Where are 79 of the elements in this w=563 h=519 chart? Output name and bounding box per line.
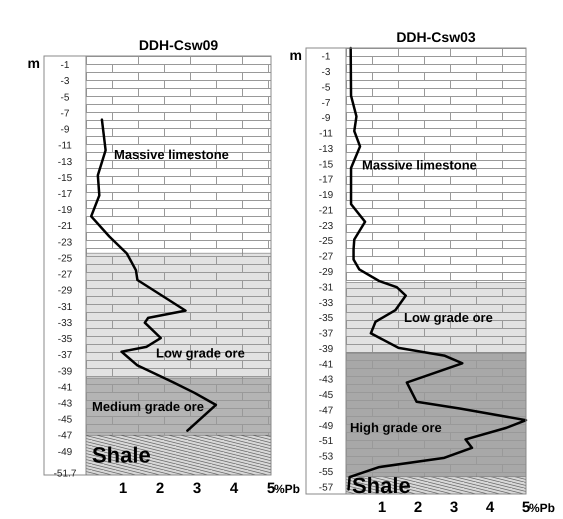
y-tick-label: -37: [318, 328, 334, 340]
band-label: Massive limestone: [114, 147, 229, 162]
y-tick-label: -17: [58, 188, 73, 200]
y-tick-label: -41: [58, 382, 73, 394]
y-tick-label: -19: [318, 190, 334, 202]
band-label: Shale: [92, 442, 151, 468]
y-tick-label: -47: [318, 405, 334, 416]
y-tick-label: -11: [319, 128, 334, 140]
y-tick-label: -41: [318, 359, 334, 370]
y-tick-label: -55: [318, 466, 334, 478]
x-tick-label: 2: [414, 499, 422, 516]
y-tick-label: -23: [58, 237, 73, 248]
y-tick-label: -47: [58, 430, 73, 442]
y-tick-label: -19: [58, 205, 73, 216]
y-axis-title: m: [28, 55, 40, 71]
y-axis-title: m: [290, 47, 302, 63]
y-tick-label: -21: [58, 221, 73, 232]
y-tick-label: -3: [60, 76, 70, 88]
y-tick-label: -3: [322, 67, 331, 78]
x-axis-title: %Pb: [529, 501, 556, 515]
x-tick-label: 2: [156, 480, 164, 497]
x-tick-label: 4: [486, 499, 495, 516]
y-tick-label: -13: [58, 156, 73, 168]
y-tick-label: -7: [60, 108, 70, 120]
y-tick-label: -43: [58, 398, 73, 410]
y-tick-label: -43: [318, 374, 334, 386]
y-tick-label: -13: [318, 144, 334, 155]
y-tick-label: -27: [318, 252, 334, 263]
y-tick-label: -15: [58, 172, 73, 184]
y-tick-label: -21: [318, 205, 334, 216]
band-label: Massive limestone: [362, 158, 477, 173]
x-axis-title: %Pb: [274, 482, 300, 496]
y-tick-label: -33: [58, 318, 73, 329]
x-tick-label: 1: [378, 499, 386, 516]
y-tick-label: -35: [58, 334, 73, 346]
y-tick-label: -5: [60, 92, 70, 104]
y-tick-label: -27: [58, 270, 73, 281]
band-label: Medium grade ore: [92, 399, 204, 414]
y-tick-label: -15: [318, 159, 334, 170]
y-tick-label: -53: [318, 452, 334, 463]
y-tick-label: -49: [318, 420, 334, 432]
x-tick-label: 5: [522, 499, 530, 516]
band-label: Low grade ore: [156, 346, 245, 361]
y-tick-label: -9: [60, 124, 70, 136]
band-label: Shale: [352, 472, 411, 498]
y-tick-label: -31: [58, 302, 73, 313]
y-tick-label: -51: [318, 436, 334, 448]
y-tick-label: -5: [322, 82, 331, 94]
y-tick-label: -45: [318, 390, 334, 402]
chart-title: DDH-Csw03: [396, 29, 476, 45]
y-tick-label: -51.7: [54, 468, 77, 480]
y-tick-label: -39: [58, 366, 73, 378]
y-tick-label: -39: [318, 344, 334, 355]
y-tick-label: -7: [322, 98, 331, 109]
y-tick-label: -29: [58, 286, 73, 297]
x-tick-label: 3: [450, 499, 458, 516]
y-tick-label: -35: [318, 313, 334, 324]
y-tick-label: -33: [318, 298, 334, 309]
y-tick-label: -29: [318, 267, 334, 278]
y-tick-label: -23: [318, 220, 334, 232]
y-tick-label: -25: [58, 253, 73, 264]
y-tick-label: -9: [322, 113, 331, 124]
y-tick-label: -17: [318, 174, 334, 186]
y-tick-label: -37: [58, 350, 73, 362]
y-tick-label: -49: [58, 446, 73, 458]
y-tick-label: -31: [318, 282, 334, 294]
y-tick-label: -45: [58, 414, 73, 426]
x-tick-label: 5: [266, 480, 276, 497]
x-tick-label: 3: [192, 480, 202, 497]
y-tick-label: -1: [322, 52, 331, 63]
band-label: Low grade ore: [404, 310, 493, 326]
chart-title: DDH-Csw09: [138, 37, 218, 53]
x-tick-label: 4: [230, 480, 239, 497]
y-tick-label: -11: [58, 140, 72, 152]
y-tick-label: -1: [60, 60, 70, 72]
y-tick-label: -57: [318, 482, 334, 494]
x-tick-label: 1: [118, 480, 128, 497]
y-tick-label: -25: [318, 236, 334, 248]
band-label: High grade ore: [350, 420, 442, 435]
